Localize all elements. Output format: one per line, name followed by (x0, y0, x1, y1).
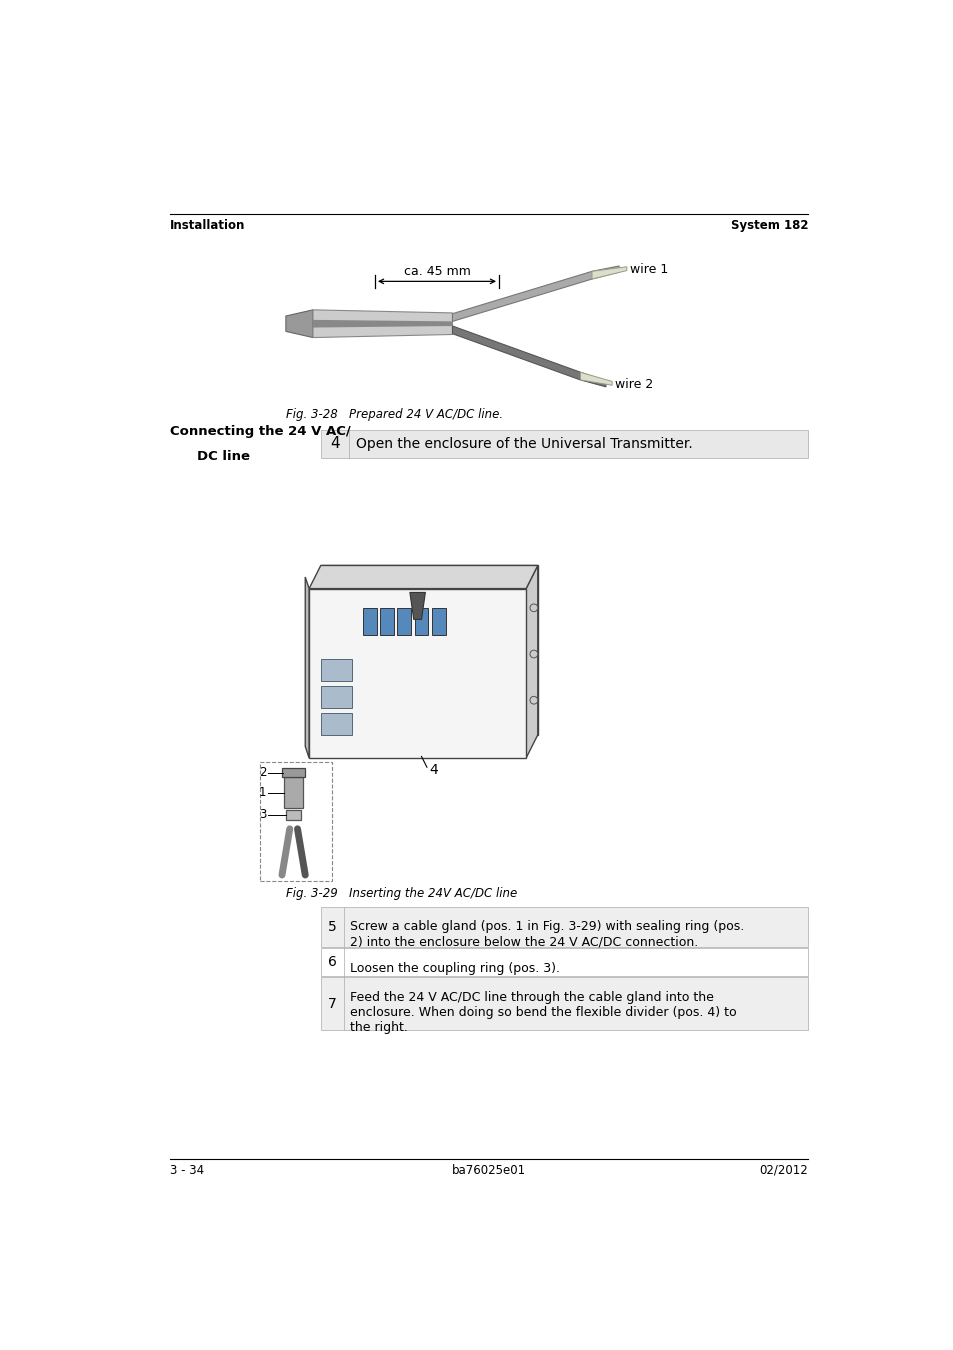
Polygon shape (286, 310, 313, 338)
Text: 7: 7 (328, 996, 336, 1011)
Text: 6: 6 (328, 954, 336, 969)
Bar (380, 608, 394, 634)
Text: System 182: System 182 (730, 219, 807, 232)
Text: Fig. 3-28   Prepared 24 V AC/DC line.: Fig. 3-28 Prepared 24 V AC/DC line. (286, 409, 502, 421)
Bar (320, 713, 352, 734)
Bar (363, 608, 377, 634)
Text: Fig. 3-29   Inserting the 24V AC/DC line: Fig. 3-29 Inserting the 24V AC/DC line (286, 887, 517, 900)
Polygon shape (320, 566, 537, 734)
Bar (284, 778, 303, 809)
Bar (397, 608, 411, 634)
Text: wire 1: wire 1 (629, 262, 667, 275)
Bar (286, 810, 301, 819)
Polygon shape (313, 310, 452, 338)
Text: 3 - 34: 3 - 34 (170, 1164, 204, 1177)
Polygon shape (579, 373, 612, 385)
Bar (431, 608, 445, 634)
Text: 2: 2 (258, 765, 266, 779)
Polygon shape (452, 325, 605, 387)
Circle shape (530, 651, 537, 657)
Text: Loosen the coupling ring (pos. 3).: Loosen the coupling ring (pos. 3). (350, 963, 559, 975)
Text: ca. 45 mm: ca. 45 mm (403, 265, 470, 278)
Text: Open the enclosure of the Universal Transmitter.: Open the enclosure of the Universal Tran… (356, 437, 693, 451)
Text: Installation: Installation (170, 219, 245, 232)
Bar (415, 608, 428, 634)
Text: Connecting the 24 V AC/: Connecting the 24 V AC/ (170, 425, 350, 437)
Polygon shape (410, 593, 425, 620)
Polygon shape (309, 566, 537, 589)
Circle shape (530, 697, 537, 705)
Polygon shape (305, 576, 309, 757)
Text: DC line: DC line (196, 450, 250, 463)
Bar (320, 907, 807, 946)
Bar (260, 761, 332, 882)
Polygon shape (313, 320, 452, 328)
Bar (309, 589, 525, 757)
Bar (320, 686, 352, 707)
Text: wire 2: wire 2 (615, 378, 653, 392)
Bar (320, 429, 807, 458)
Polygon shape (525, 566, 537, 757)
Bar (320, 977, 807, 1030)
Text: ba76025e01: ba76025e01 (452, 1164, 525, 1177)
Bar (320, 948, 807, 976)
Circle shape (530, 603, 537, 612)
Polygon shape (592, 267, 626, 279)
Text: Feed the 24 V AC/DC line through the cable gland into the
enclosure. When doing : Feed the 24 V AC/DC line through the cab… (350, 991, 736, 1034)
Text: 02/2012: 02/2012 (759, 1164, 807, 1177)
Bar (282, 768, 305, 778)
Text: 4: 4 (330, 436, 339, 451)
Text: 5: 5 (328, 919, 336, 934)
Polygon shape (452, 266, 618, 321)
Text: 3: 3 (259, 809, 266, 821)
Bar (320, 659, 352, 680)
Text: 1: 1 (258, 786, 266, 799)
Text: 4: 4 (429, 763, 437, 776)
Text: Screw a cable gland (pos. 1 in Fig. 3-29) with sealing ring (pos.
2) into the en: Screw a cable gland (pos. 1 in Fig. 3-29… (350, 921, 743, 949)
